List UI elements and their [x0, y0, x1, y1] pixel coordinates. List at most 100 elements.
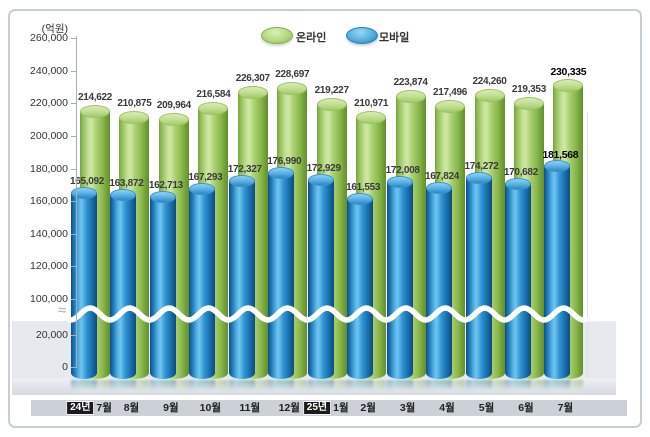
value-label-mobile-2: 162,713 [148, 179, 183, 191]
y-tick-label: 0 [62, 361, 68, 373]
y-tick-label: 240,000 [30, 64, 68, 77]
x-category-7: 2월 [360, 401, 376, 415]
bar-mobile-6-body [307, 179, 334, 379]
bar-mobile-0-cap [71, 186, 97, 199]
legend-label-mobile: 모바일 [379, 32, 410, 44]
value-label-mobile-12: 181,568 [542, 148, 579, 161]
bar-mobile-0-body [71, 191, 97, 379]
month-label: 11월 [239, 402, 261, 414]
y-tick-label: 260,000 [30, 32, 68, 44]
legend-label-online: 온라인 [296, 32, 327, 44]
y-tick [71, 70, 76, 72]
y-tick-label: 120,000 [30, 260, 68, 273]
x-category-2: 9월 [163, 401, 179, 415]
value-label-online-6: 219,227 [314, 84, 349, 96]
bar-mobile-1-cap [110, 188, 137, 201]
y-tick-label: 160,000 [30, 195, 68, 208]
bar-mobile-3-body [189, 188, 216, 379]
break-wave-line [67, 305, 589, 323]
bar-mobile-5-cap [268, 167, 295, 180]
value-label-mobile-3: 167,293 [188, 172, 223, 184]
y-tick [71, 335, 76, 336]
bar-online-6-reflection [316, 380, 347, 392]
value-label-online-0: 214,622 [77, 92, 113, 104]
y-tick-label: 220,000 [30, 97, 68, 110]
month-label: 10월 [199, 402, 222, 414]
bar-mobile-2-reflection [149, 380, 176, 392]
bar-online-10-reflection [474, 380, 505, 392]
bar-mobile-12 [544, 159, 571, 379]
value-label-online-3: 216,584 [196, 88, 231, 100]
month-label: 3월 [399, 402, 416, 414]
value-label-mobile-5: 176,990 [267, 156, 302, 168]
bar-online-5-cap [277, 82, 308, 96]
bar-online-0-cap [80, 105, 110, 119]
bar-online-12-reflection [553, 380, 584, 392]
value-label-mobile-6: 172,929 [306, 163, 341, 175]
bar-mobile-3 [189, 183, 216, 379]
bar-mobile-2 [149, 190, 176, 379]
month-label: 9월 [163, 402, 179, 414]
value-label-online-12: 230,335 [550, 66, 587, 79]
bar-mobile-7-body [347, 197, 374, 379]
legend-online-icon [261, 27, 293, 44]
bar-mobile-12-body [544, 164, 571, 379]
x-category-0: 24년 7월 [66, 401, 112, 415]
bar-mobile-9-cap [426, 182, 453, 195]
y-tick [71, 135, 76, 137]
month-label: 8월 [123, 402, 140, 414]
value-label-mobile-10: 174,272 [464, 160, 499, 172]
bar-mobile-5 [268, 167, 295, 379]
y-tick [71, 201, 76, 203]
y-tick-label: 100,000 [30, 293, 68, 305]
month-label: 7월 [96, 402, 112, 414]
x-category-11: 6월 [518, 401, 534, 415]
year-badge: 25년 [302, 401, 332, 415]
bar-mobile-0-reflection [71, 380, 97, 392]
bar-mobile-10-cap [465, 171, 492, 184]
bar-mobile-12-reflection [544, 380, 571, 392]
month-label: 5월 [478, 402, 495, 414]
value-label-mobile-11: 170,682 [503, 166, 538, 178]
y-tick [71, 367, 76, 368]
x-category-3: 10월 [200, 401, 221, 415]
bar-online-10-cap [474, 89, 505, 103]
bar-mobile-12-cap [544, 159, 571, 172]
bar-mobile-7-cap [347, 192, 374, 205]
y-tick-label: 20,000 [35, 329, 68, 341]
y-tick [71, 299, 76, 300]
bar-online-6-cap [316, 97, 347, 111]
bar-online-8-reflection [395, 380, 426, 392]
bar-mobile-10-body [465, 176, 492, 379]
value-label-online-4: 226,307 [235, 72, 270, 84]
value-label-mobile-1: 163,872 [109, 177, 144, 189]
bar-mobile-2-cap [149, 190, 176, 203]
month-label: 1월 [333, 402, 349, 414]
bar-mobile-3-reflection [189, 380, 216, 392]
bar-mobile-1 [110, 188, 137, 379]
legend-mobile-icon [346, 27, 378, 44]
value-label-mobile-0: 165,092 [69, 175, 105, 187]
x-axis-strip: 24년 7월 8월 9월 10월 11월 12월 25년 1월 2월 3월 4월 5월 6월 7월 [31, 400, 627, 416]
value-label-online-11: 219,353 [511, 84, 546, 96]
value-label-online-10: 224,260 [472, 76, 507, 88]
bar-online-2-reflection [158, 380, 189, 392]
bar-mobile-5-body [268, 172, 295, 379]
bar-mobile-8-cap [386, 175, 413, 188]
value-label-mobile-8: 172,008 [385, 164, 420, 176]
y-tick [71, 38, 76, 39]
value-label-online-7: 210,971 [354, 97, 389, 109]
month-label: 2월 [360, 402, 376, 414]
y-axis-break-icon: ≈ [58, 302, 67, 319]
bar-mobile-8-reflection [386, 380, 413, 392]
bar-mobile-6-reflection [307, 380, 334, 392]
bar-online-11-reflection [513, 380, 544, 392]
bar-online-11-cap [513, 97, 544, 111]
value-label-online-1: 210,875 [117, 98, 152, 110]
bar-mobile-4 [228, 175, 255, 379]
bar-mobile-11 [504, 177, 531, 379]
bar-mobile-6 [307, 174, 334, 379]
bar-mobile-7-reflection [347, 380, 374, 392]
x-category-1: 8월 [124, 401, 140, 415]
bar-mobile-11-cap [504, 177, 531, 190]
